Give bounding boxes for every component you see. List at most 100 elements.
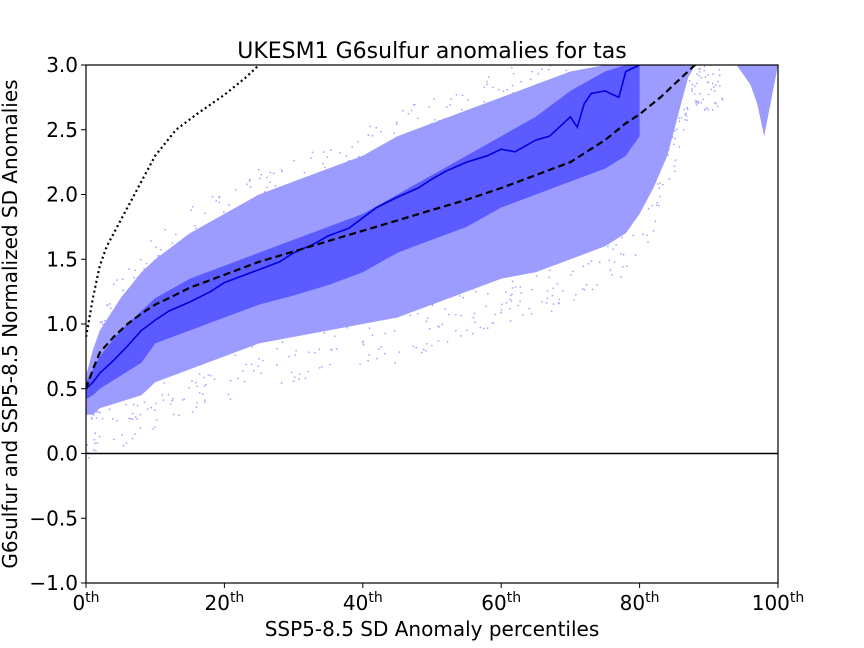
scatter-point <box>198 373 201 375</box>
scatter-point <box>275 364 278 366</box>
scatter-point <box>227 393 230 396</box>
scatter-point <box>711 109 714 111</box>
scatter-point <box>659 195 662 198</box>
scatter-point <box>134 433 137 435</box>
scatter-point <box>218 195 221 198</box>
scatter-point <box>281 170 283 173</box>
scatter-point <box>351 146 354 148</box>
scatter-point <box>133 276 136 279</box>
scatter-point <box>155 419 158 421</box>
scatter-point <box>552 287 555 290</box>
scatter-point <box>530 288 533 291</box>
scatter-point <box>691 88 693 90</box>
scatter-point <box>190 209 192 212</box>
scatter-point <box>694 49 696 51</box>
scatter-point <box>685 115 688 117</box>
x-tick-value: 80 <box>620 591 645 615</box>
scatter-point <box>460 108 463 111</box>
scatter-point <box>694 99 697 102</box>
scatter-point <box>420 351 423 354</box>
scatter-point <box>234 189 237 191</box>
scatter-point <box>637 62 639 64</box>
scatter-point <box>95 417 98 419</box>
scatter-point <box>669 44 671 46</box>
scatter-point <box>680 53 682 55</box>
scatter-point <box>163 382 166 384</box>
scatter-point <box>260 174 263 176</box>
scatter-point <box>634 254 637 257</box>
scatter-point <box>345 155 348 158</box>
scatter-point <box>269 181 271 184</box>
scatter-point <box>702 42 704 44</box>
scatter-point <box>371 134 374 137</box>
scatter-point <box>167 393 170 396</box>
scatter-point <box>172 413 175 416</box>
scatter-point <box>196 402 199 404</box>
scatter-point <box>460 335 462 337</box>
scatter-point <box>203 212 206 215</box>
scatter-point <box>583 288 586 291</box>
y-tick-label: 2.5 <box>46 118 78 142</box>
scatter-point <box>718 69 721 71</box>
scatter-point <box>483 100 485 103</box>
scatter-point <box>329 363 331 366</box>
scatter-point <box>257 365 260 368</box>
scatter-point <box>432 98 435 100</box>
scatter-point <box>712 73 714 75</box>
scatter-point <box>128 268 130 270</box>
scatter-point <box>425 320 428 323</box>
x-tick-value: 60 <box>481 591 506 615</box>
scatter-point <box>704 108 707 110</box>
scatter-point <box>426 317 429 319</box>
scatter-point <box>520 80 522 83</box>
scatter-point <box>529 78 532 80</box>
scatter-point <box>438 326 440 328</box>
scatter-point <box>318 367 321 369</box>
scatter-point <box>680 55 682 57</box>
scatter-point <box>700 76 703 79</box>
scatter-point <box>715 41 717 43</box>
scatter-point <box>322 162 324 165</box>
scatter-point <box>269 171 272 174</box>
x-tick-label: 100th <box>752 590 805 615</box>
scatter-point <box>703 69 706 72</box>
scatter-point <box>196 385 199 388</box>
scatter-point <box>656 183 659 185</box>
scatter-point <box>160 248 163 251</box>
scatter-point <box>549 269 551 272</box>
scatter-point <box>695 45 697 47</box>
scatter-point <box>682 128 685 131</box>
scatter-point <box>718 85 721 87</box>
scatter-point <box>274 185 277 187</box>
scatter-point <box>361 341 364 344</box>
scatter-point <box>91 418 93 420</box>
scatter-point <box>280 168 283 171</box>
scatter-point <box>647 46 649 48</box>
scatter-point <box>146 408 149 411</box>
scatter-point <box>461 94 464 97</box>
scatter-point <box>703 41 705 43</box>
scatter-point <box>369 125 372 128</box>
scatter-point <box>642 233 644 236</box>
scatter-point <box>686 108 689 111</box>
scatter-point <box>131 412 134 415</box>
x-tick-label: 80th <box>620 590 660 615</box>
scatter-point <box>257 168 260 171</box>
y-tick-label: −1.0 <box>29 571 78 595</box>
scatter-point <box>672 143 675 146</box>
scatter-point <box>505 302 508 304</box>
scatter-point <box>712 86 715 88</box>
scatter-point <box>691 83 694 86</box>
scatter-point <box>474 321 476 324</box>
scatter-point <box>679 46 681 48</box>
scatter-point <box>303 171 306 174</box>
scatter-point <box>520 292 523 294</box>
x-tick-suffix: th <box>645 590 659 606</box>
scatter-point <box>109 303 111 305</box>
scatter-point <box>570 274 573 276</box>
scatter-point <box>446 341 449 343</box>
scatter-point <box>99 321 102 324</box>
scatter-point <box>136 404 139 407</box>
y-tick-label: 0.0 <box>46 442 78 466</box>
scatter-point <box>608 259 611 262</box>
